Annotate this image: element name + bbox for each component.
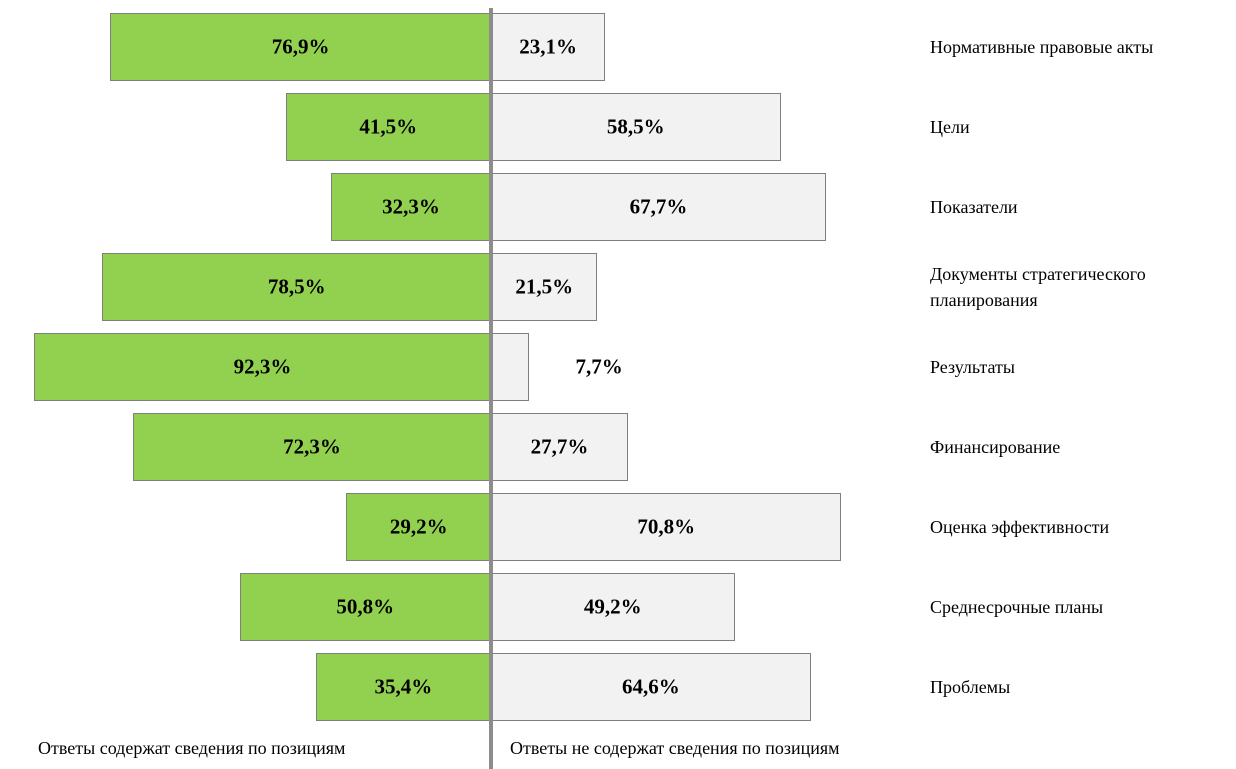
category-label: Нормативные правовые акты [930, 37, 1154, 57]
bar [331, 173, 491, 241]
bar [491, 573, 735, 641]
value-label: 27,7% [530, 434, 589, 459]
category-label: Проблемы [930, 677, 1011, 697]
bar [491, 333, 530, 401]
bar [239, 573, 491, 641]
category-label: Показатели [930, 197, 1018, 217]
value-label: 41,5% [359, 114, 418, 139]
value-label: 7,7% [575, 354, 623, 379]
value-label: 23,1% [519, 34, 578, 59]
value-label: 50,8% [336, 594, 395, 619]
bar [491, 93, 781, 161]
bar [315, 653, 491, 721]
category-label: Документы стратегического планирования [930, 264, 1146, 310]
value-label: 78,5% [267, 274, 326, 299]
value-label: 67,7% [629, 194, 688, 219]
bar [491, 13, 606, 81]
bar [34, 333, 491, 401]
value-label: 64,6% [622, 674, 680, 699]
bar [491, 493, 842, 561]
bar [133, 413, 491, 481]
legend-label: Ответы не содержат сведения по позициям [510, 738, 840, 758]
value-label: 72,3% [283, 434, 341, 459]
bar [491, 413, 629, 481]
value-label: 32,3% [382, 194, 440, 219]
bar [346, 493, 491, 561]
category-label: Оценка эффективности [930, 517, 1110, 537]
value-label: 92,3% [233, 354, 292, 379]
value-label: 35,4% [374, 674, 433, 699]
bar [491, 653, 811, 721]
legend-label: Ответы содержат сведения по позициям [38, 738, 346, 758]
bar [491, 253, 598, 321]
value-label: 49,2% [583, 594, 642, 619]
bar [491, 173, 827, 241]
category-label: Результаты [930, 357, 1015, 377]
category-label: Среднесрочные планы [930, 597, 1104, 617]
value-label: 70,8% [637, 514, 696, 539]
bar [110, 13, 491, 81]
center-axis [489, 8, 493, 769]
value-label: 76,9% [271, 34, 330, 59]
category-label: Финансирование [930, 437, 1061, 457]
bar [285, 93, 491, 161]
value-label: 58,5% [606, 114, 665, 139]
value-label: 29,2% [389, 514, 448, 539]
bar [102, 253, 491, 321]
value-label: 21,5% [515, 274, 574, 299]
category-label: Цели [930, 117, 970, 137]
